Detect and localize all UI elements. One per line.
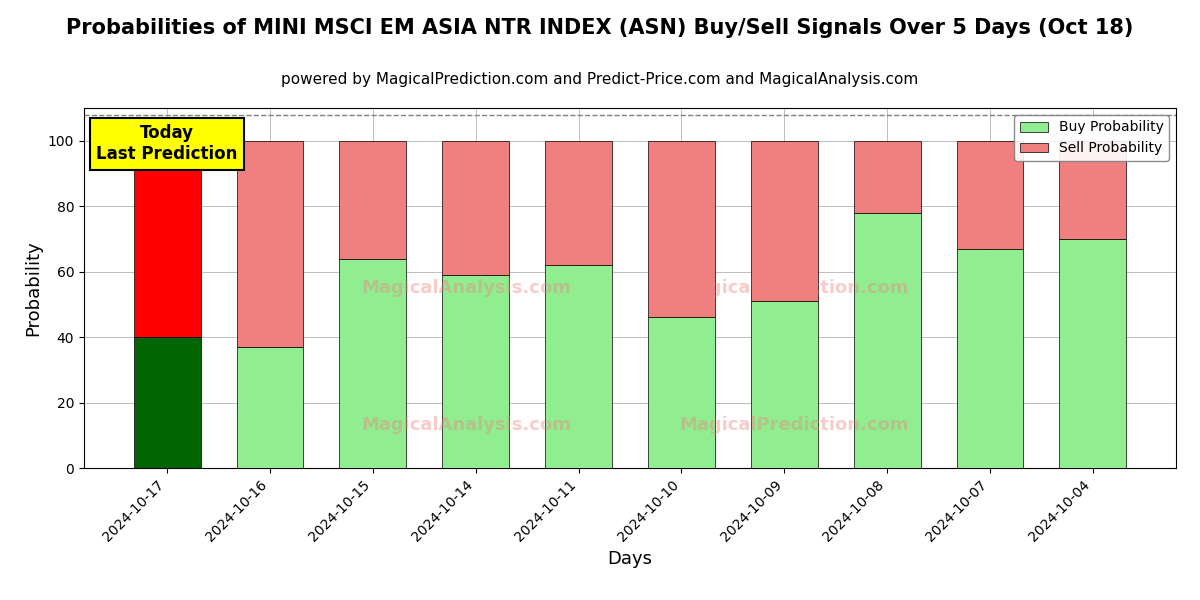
Bar — [443, 141, 509, 275]
Text: MagicalAnalysis.com: MagicalAnalysis.com — [361, 279, 571, 297]
X-axis label: Days: Days — [607, 550, 653, 568]
Text: powered by MagicalPrediction.com and Predict-Price.com and MagicalAnalysis.com: powered by MagicalPrediction.com and Pre… — [281, 72, 919, 87]
Bar — [751, 301, 817, 468]
Bar — [545, 265, 612, 468]
Bar — [236, 347, 304, 468]
Bar — [133, 337, 200, 468]
Bar — [648, 317, 715, 468]
Bar — [751, 141, 817, 301]
Bar — [956, 141, 1024, 249]
Bar — [853, 141, 920, 213]
Y-axis label: Probability: Probability — [24, 240, 42, 336]
Bar — [853, 213, 920, 468]
Bar — [545, 141, 612, 265]
Bar — [443, 275, 509, 468]
Bar — [236, 141, 304, 347]
Bar — [1060, 141, 1127, 239]
Bar — [133, 141, 200, 337]
Bar — [340, 141, 407, 259]
Bar — [956, 249, 1024, 468]
Bar — [648, 141, 715, 317]
Text: MagicalPrediction.com: MagicalPrediction.com — [679, 279, 908, 297]
Text: MagicalAnalysis.com: MagicalAnalysis.com — [361, 416, 571, 434]
Bar — [340, 259, 407, 468]
Bar — [1060, 239, 1127, 468]
Legend: Buy Probability, Sell Probability: Buy Probability, Sell Probability — [1014, 115, 1169, 161]
Text: Probabilities of MINI MSCI EM ASIA NTR INDEX (ASN) Buy/Sell Signals Over 5 Days : Probabilities of MINI MSCI EM ASIA NTR I… — [66, 18, 1134, 38]
Text: Today
Last Prediction: Today Last Prediction — [96, 124, 238, 163]
Text: MagicalPrediction.com: MagicalPrediction.com — [679, 416, 908, 434]
